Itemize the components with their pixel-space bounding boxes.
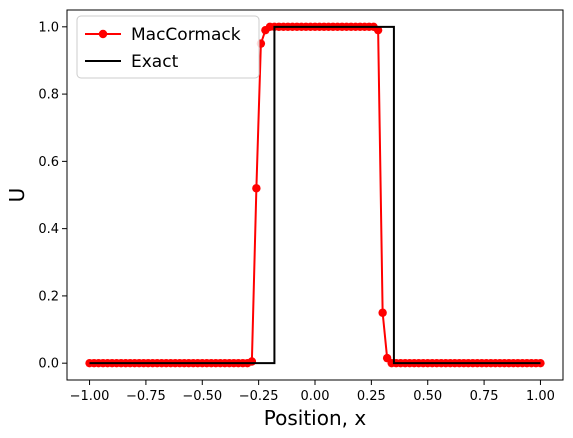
x-tick-label: −0.50 (182, 389, 222, 404)
y-tick-label: 0.6 (38, 155, 59, 170)
y-axis-label: U (5, 188, 29, 203)
y-tick-label: 1.0 (38, 20, 59, 35)
plot-frame (66, 9, 564, 381)
x-tick-label: 0.00 (301, 389, 330, 404)
legend-marker (98, 29, 108, 39)
legend-label: MacCormack (131, 25, 241, 45)
x-tick-label: 0.25 (357, 389, 386, 404)
x-tick-label: 0.75 (470, 389, 499, 404)
legend: MacCormack Exact (76, 15, 260, 79)
x-tick-label: −0.25 (239, 389, 279, 404)
data-point (373, 25, 383, 35)
series-line (89, 25, 541, 365)
data-point (247, 357, 257, 366)
x-tick-label: 0.50 (413, 389, 442, 404)
x-tick-label: 1.00 (526, 389, 555, 404)
y-tick-label: 0.2 (38, 289, 59, 304)
data-point (378, 308, 387, 317)
y-tick-label: 0.8 (38, 88, 59, 103)
legend-box (76, 15, 260, 79)
x-tick-label: −0.75 (126, 389, 166, 404)
data-point (252, 184, 261, 193)
y-tick-label: 0.4 (38, 222, 59, 237)
legend-label: Exact (131, 52, 179, 72)
x-tick-label: −1.00 (70, 389, 110, 404)
y-tick-label: 0.0 (38, 357, 59, 372)
x-axis-label: Position, x (264, 406, 367, 430)
